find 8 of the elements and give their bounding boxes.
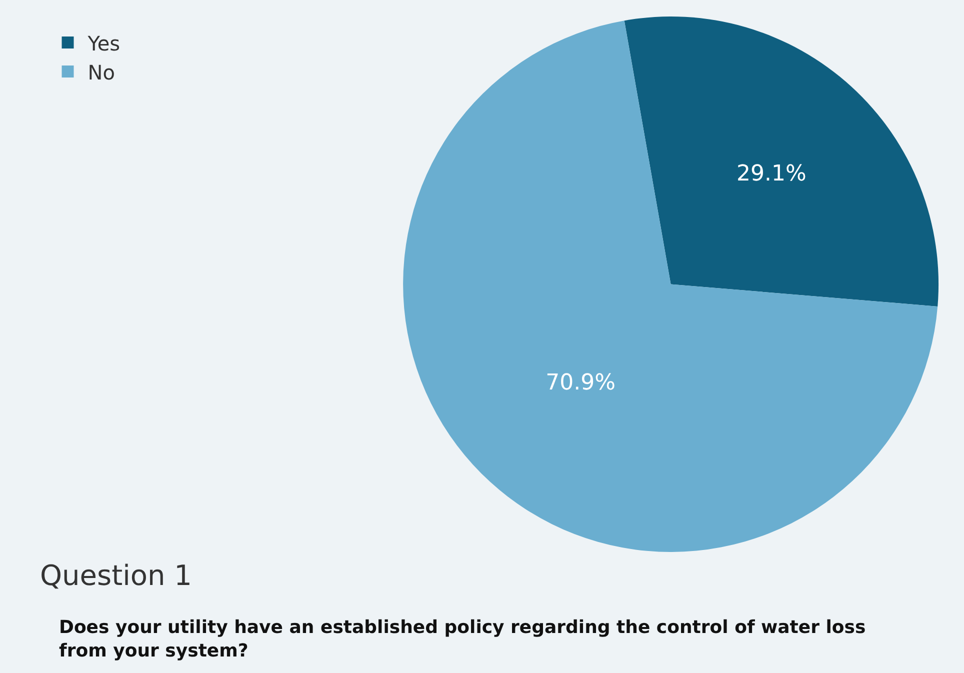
- text: Question 1: [40, 559, 192, 592]
- pie-slice: [403, 20, 938, 552]
- legend-label: Yes: [86, 31, 120, 56]
- data-label: 29.1%: [736, 161, 806, 186]
- data-label: 70.9%: [546, 370, 616, 396]
- text: Does your utility have an established policy regarding the control of water loss from your system?: [59, 617, 866, 662]
- legend-label: No: [88, 60, 115, 84]
- pie-slice: [624, 16, 938, 306]
